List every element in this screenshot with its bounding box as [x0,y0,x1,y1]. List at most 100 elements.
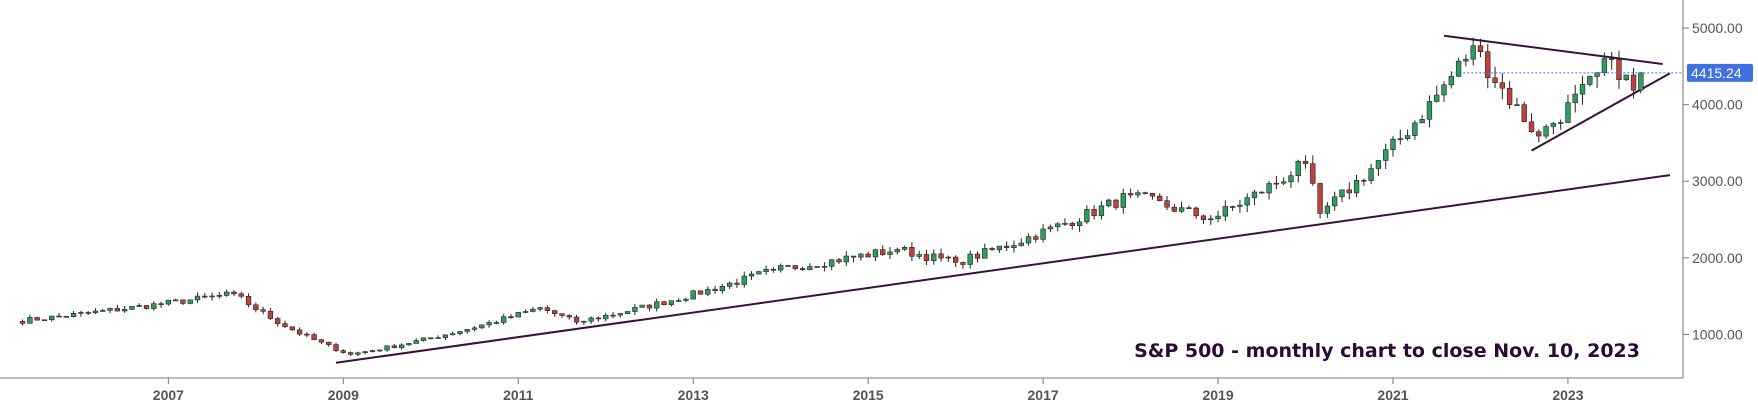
candle [224,289,230,297]
candle-body [1470,45,1476,60]
candle [1011,240,1017,253]
candle-body [1178,207,1185,212]
candle [41,319,48,322]
candle-body [63,315,69,318]
candle [1127,188,1134,198]
candle [1346,182,1352,200]
candle [1441,81,1447,102]
last-price-label: 4415.24 [1691,65,1742,81]
candle-body [661,301,667,306]
candle [1616,50,1622,89]
candle-body [1149,193,1156,197]
candle [559,313,565,318]
candle [1572,84,1578,113]
candle [690,289,696,300]
candle [362,351,368,355]
candle-body [690,290,696,300]
candle [340,349,346,354]
candle-body [377,349,383,352]
candle-body [391,345,398,348]
candle-body [1055,223,1061,228]
candle-body [1521,104,1527,123]
candle [1003,241,1010,252]
candle-body [1200,215,1207,221]
candle-body [406,343,412,346]
candle-body [1193,207,1199,217]
candle [435,335,441,340]
candle [398,343,405,350]
candle-body [1455,60,1462,77]
candle [231,290,237,296]
candle [836,257,842,265]
candle-body [449,333,456,336]
candle-body [92,310,99,314]
candle [1412,120,1418,140]
candle [1434,85,1440,103]
candle [1302,155,1309,169]
candle [1200,214,1207,224]
candle [1638,71,1644,94]
candle-body [843,255,849,263]
candle-body [763,268,769,272]
candle [1477,38,1484,58]
candle [1280,177,1287,186]
candle [1084,205,1090,224]
candle [311,332,317,341]
candle-body [369,350,376,352]
candle [1332,191,1338,211]
candle-body [595,317,602,320]
candle-body [1186,207,1192,210]
candle-body [340,350,346,353]
candle [1485,43,1491,89]
candle [967,250,973,269]
candle [573,314,580,325]
candle-body [1237,204,1243,207]
candle-body [347,352,354,355]
candle-body [588,317,594,322]
candle [304,332,310,338]
candle [741,271,747,288]
candle [1091,205,1097,220]
candle-body [1164,200,1170,208]
candle-body [479,324,485,329]
candle-body [1171,206,1177,212]
candle-body [1419,119,1425,124]
candle-body [260,309,266,312]
candle [778,263,784,273]
candle [1310,155,1316,186]
candle-body [1033,236,1039,240]
candle [1142,191,1148,195]
candle-body [778,265,784,271]
candle-body [493,322,500,324]
candle [530,307,536,313]
candle [449,331,456,336]
candle [442,334,449,341]
candle [1186,205,1192,210]
candle [675,298,682,302]
candle-body [289,326,295,331]
candle [1579,75,1586,105]
candle [1404,129,1411,141]
candle-body [41,319,48,322]
candle-body [1324,205,1331,214]
candle-body [1601,58,1608,73]
candle-body [705,288,711,295]
candle [1033,234,1039,243]
candle-body [1062,223,1068,225]
candle-body [420,337,427,341]
candle-body [1332,196,1338,207]
candle-body [194,295,201,301]
candle-body [1302,161,1309,164]
candle-body [967,253,973,265]
candle-body [1047,226,1054,230]
candle-body [34,317,40,321]
candle-body [522,311,529,313]
candle-body [1368,168,1374,181]
candle [1040,224,1046,243]
candle-body [880,249,886,255]
candle-body [1339,189,1345,198]
candle-body [100,310,106,312]
candle-body [1397,138,1403,140]
candle-body [282,323,288,328]
candle-body [209,295,215,298]
